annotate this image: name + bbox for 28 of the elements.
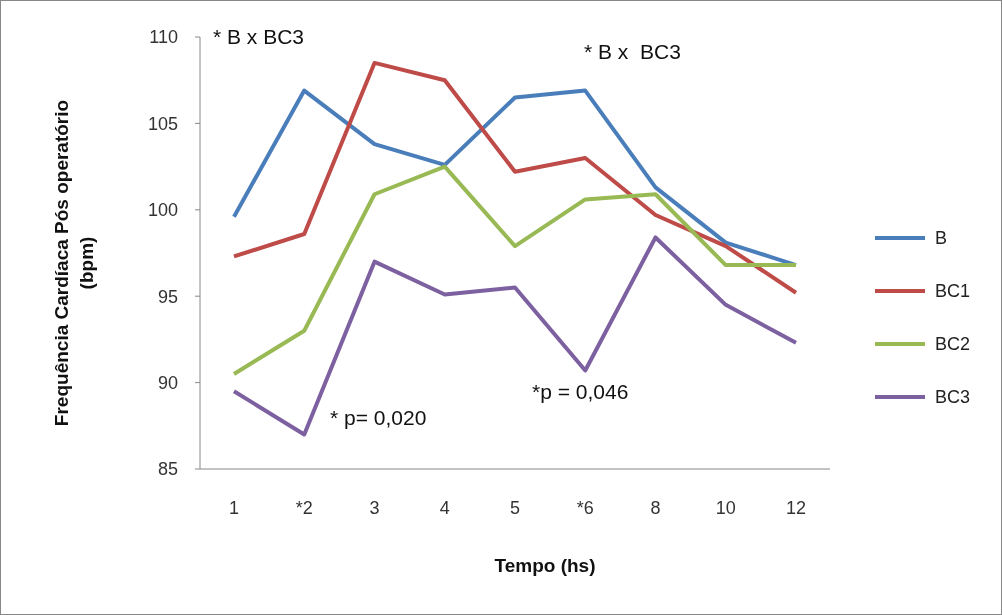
x-tick-label: 4	[439, 498, 450, 519]
x-tick-label: 5	[509, 498, 521, 519]
x-tick-label: 12	[785, 498, 807, 519]
line-series	[232, 235, 798, 437]
x-tick-label: 10	[715, 498, 736, 519]
legend-label: BC3	[935, 387, 971, 408]
annotation: * B x BC3	[584, 40, 681, 64]
x-tick-label: 1	[228, 498, 240, 519]
x-tick-label: 3	[369, 498, 380, 519]
line-series	[232, 164, 798, 376]
annotation: * p= 0,020	[330, 406, 427, 430]
y-tick-label: 85	[157, 459, 178, 480]
x-tick-label: *2	[295, 498, 313, 519]
y-tick-label: 105	[147, 113, 178, 134]
x-axis-title: Tempo (hs)	[494, 555, 596, 576]
y-tick-label: 90	[157, 372, 178, 393]
annotation: *p = 0,046	[532, 380, 629, 404]
y-tick-label: 100	[147, 200, 178, 221]
y-axis-title: Frequência Cardíaca Pós operatório (bpm)	[51, 99, 97, 427]
x-tick-label: 8	[650, 498, 661, 519]
annotation: * B x BC3	[213, 25, 305, 49]
legend-label: BC1	[935, 281, 971, 302]
line-series	[232, 60, 798, 295]
y-tick-label: 95	[157, 286, 178, 307]
x-tick-label: *6	[576, 498, 594, 519]
legend-label: B	[935, 228, 948, 249]
legend-label: BC2	[935, 334, 971, 355]
y-tick-label: 110	[149, 27, 178, 48]
